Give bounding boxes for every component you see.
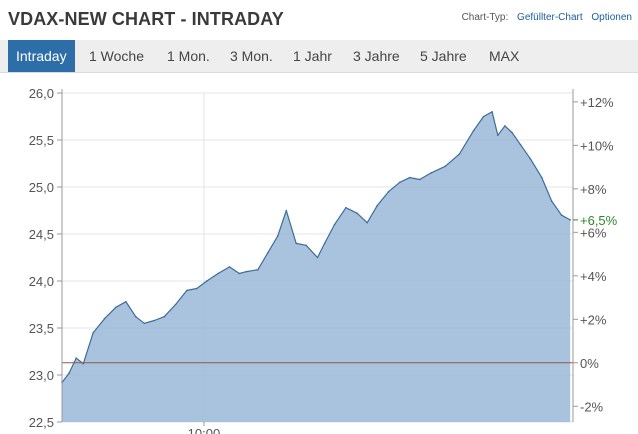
series-point (277, 235, 279, 237)
series-point (444, 165, 447, 168)
series-point (143, 322, 146, 325)
series-point (333, 223, 336, 226)
current-change-label: +6,5% (580, 213, 618, 228)
series-point (196, 287, 198, 290)
time-range-tabs: Intraday 1 Woche 1 Mon. 3 Mon. 1 Jahr 3 … (0, 40, 638, 73)
series-point (323, 242, 326, 245)
series-point (103, 317, 106, 320)
series-point (376, 205, 378, 207)
tab-1-mon[interactable]: 1 Mon. (167, 48, 210, 64)
series-point (366, 221, 369, 224)
series-point (153, 319, 156, 322)
y-tick-label: 25,0 (29, 180, 54, 195)
tab-max[interactable]: MAX (489, 48, 520, 64)
series-point (458, 153, 461, 155)
page-title: VDAX-NEW CHART - INTRADAY (8, 9, 284, 29)
series-point (267, 252, 269, 254)
y2-tick-label: +4% (580, 269, 607, 284)
series-point (418, 178, 421, 181)
series-point (550, 200, 553, 202)
series-point (174, 303, 177, 306)
series-point (245, 270, 248, 273)
series-point (82, 362, 85, 365)
series-point (472, 129, 475, 132)
series-point (115, 306, 117, 309)
series-point (482, 115, 485, 118)
tab-intraday[interactable]: Intraday (8, 40, 75, 72)
chart-type-link[interactable]: Gefüllter-Chart (517, 12, 583, 23)
options-link[interactable]: Optionen (591, 12, 632, 23)
series-point (491, 111, 493, 113)
y2-tick-label: +10% (580, 138, 614, 153)
y-tick-label: 24,5 (29, 227, 54, 242)
series-point (217, 272, 219, 275)
y-tick-label: 25,5 (29, 133, 54, 148)
series-point (75, 357, 77, 359)
y2-tick-label: +2% (580, 312, 607, 327)
series-point (257, 268, 259, 271)
y2-tick-label: -2% (580, 399, 604, 414)
tab-3-jahre[interactable]: 3 Jahre (353, 48, 400, 64)
series-point (345, 206, 347, 209)
series-point (186, 289, 188, 292)
series-point (409, 176, 411, 179)
series-point (316, 256, 319, 259)
series-point (399, 181, 401, 184)
series-point (519, 143, 522, 146)
series-point (68, 372, 70, 374)
series-point (135, 315, 137, 318)
series-area (62, 111, 571, 423)
series-point (504, 125, 506, 127)
x-tick-label: 10:00 (188, 426, 221, 434)
vdax-intraday-chart: 26,0 25,5 25,0 24,5 24,0 23,5 23,0 22,5 +12% +10%… (29, 86, 618, 434)
tab-1-woche[interactable]: 1 Woche (89, 48, 144, 64)
y2-tick-label: 0% (580, 356, 599, 371)
series-point (497, 134, 499, 137)
y-tick-label: 23,5 (29, 321, 54, 336)
tab-5-jahre[interactable]: 5 Jahre (420, 48, 467, 64)
y2-tick-label: +6% (580, 225, 607, 240)
series-point (430, 172, 432, 174)
y-tick-label: 24,0 (29, 274, 54, 289)
series-point (92, 331, 94, 334)
series-point (529, 158, 532, 160)
chart-type-label: Chart-Typ: (461, 12, 509, 23)
series-point (285, 209, 288, 212)
y-tick-label: 26,0 (29, 86, 54, 101)
series-point (569, 219, 571, 221)
series-point (511, 131, 513, 134)
tab-1-jahr[interactable]: 1 Jahr (293, 48, 332, 64)
series-point (228, 266, 231, 268)
series-point (305, 244, 307, 247)
y2-tick-label: +8% (580, 182, 607, 197)
y-tick-label: 22,5 (29, 415, 54, 430)
tab-3-mon[interactable]: 3 Mon. (230, 48, 273, 64)
series-point (356, 212, 359, 215)
series-point (238, 272, 241, 275)
series-point (125, 300, 127, 303)
series-point (163, 315, 165, 318)
series-point (560, 214, 563, 216)
y2-tick-label: +12% (580, 95, 614, 110)
series-point (387, 190, 390, 193)
series-point (206, 280, 208, 282)
series-point (295, 242, 298, 245)
series-line (61, 111, 571, 383)
series-point (541, 176, 543, 179)
y-tick-label: 23,0 (29, 368, 54, 383)
chart-options-bar: Chart-Typ: Gefüllter-Chart Optionen (462, 12, 632, 23)
